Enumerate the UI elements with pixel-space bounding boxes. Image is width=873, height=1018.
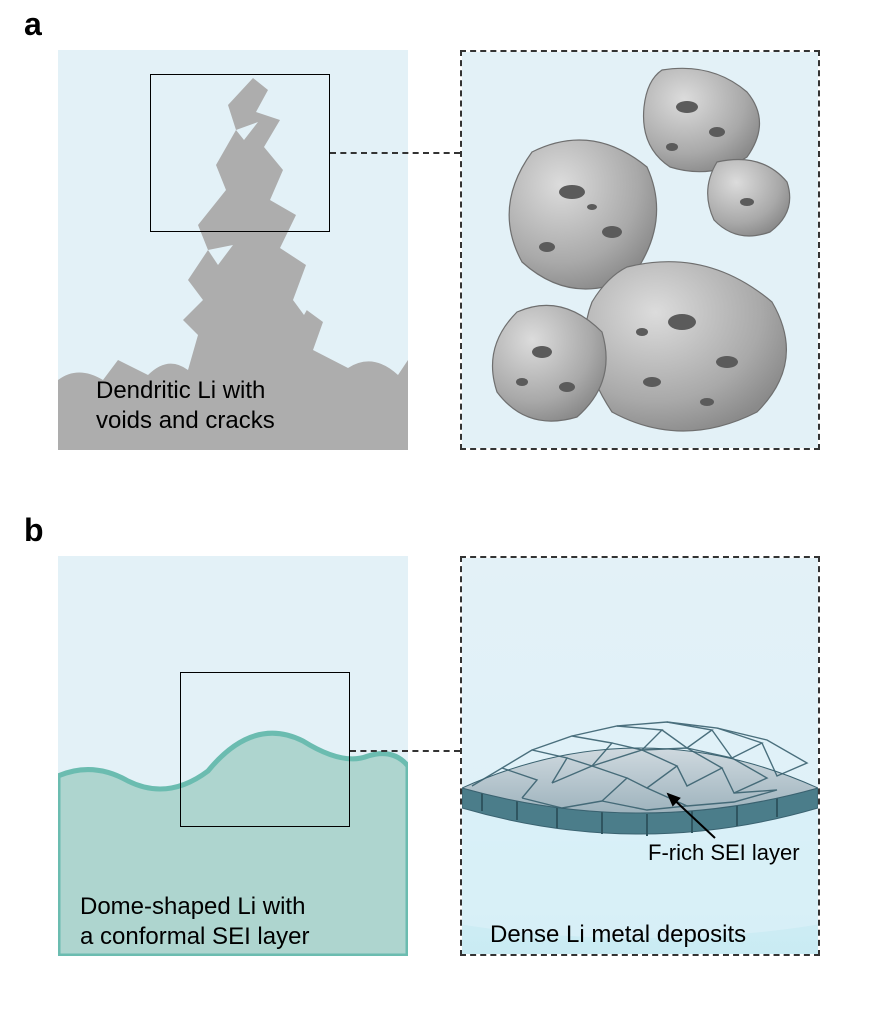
panel-b-right-zoom [460, 556, 820, 956]
panel-b-zoom-selector [180, 672, 350, 827]
panel-b-connector-line [350, 750, 460, 752]
sei-arrow-label: F-rich SEI layer [648, 840, 800, 866]
figure-container: a [0, 0, 873, 1018]
panel-b-label: b [24, 512, 44, 549]
porous-particles-svg [462, 52, 818, 448]
panel-a-caption-line2: voids and cracks [96, 407, 275, 434]
dense-deposits-svg [462, 558, 818, 954]
panel-a-connector-line [330, 152, 460, 154]
panel-a-zoom-selector [150, 74, 330, 232]
panel-a-label: a [24, 6, 42, 43]
panel-a-caption: Dendritic Li with voids and cracks [96, 376, 275, 436]
panel-b-left-caption-line1: Dome-shaped Li with [80, 893, 305, 920]
panel-b-left-caption: Dome-shaped Li with a conformal SEI laye… [80, 892, 309, 952]
panel-a-right-zoom [460, 50, 820, 450]
panel-b-left-caption-line2: a conformal SEI layer [80, 923, 309, 950]
panel-a-caption-line1: Dendritic Li with [96, 377, 265, 404]
panel-b-right-caption: Dense Li metal deposits [490, 920, 746, 950]
